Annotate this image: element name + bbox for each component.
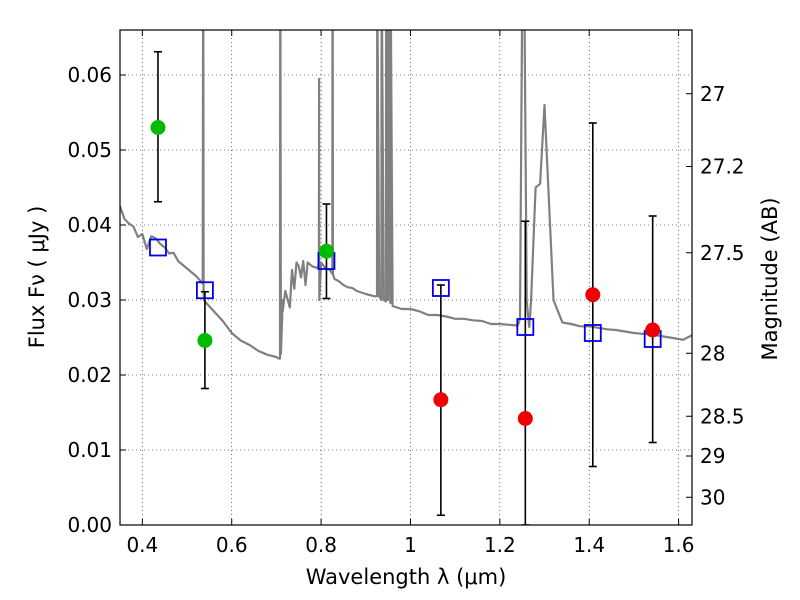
right-tick-label: 27.2 (700, 155, 745, 179)
grid (120, 30, 692, 525)
y-tick-label: 0.05 (67, 138, 112, 162)
spectrum-line (120, 30, 692, 360)
right-tick-label: 28 (700, 341, 725, 365)
y-axis-title: Flux Fν ( μJy ) (25, 206, 49, 349)
y-tick-label: 0.02 (67, 363, 112, 387)
right-tick-label: 27 (700, 82, 725, 106)
x-tick-label: 0.4 (126, 533, 158, 557)
y-axis-left: 0.00 0.01 0.02 0.03 0.04 0.05 0.06 (67, 63, 126, 537)
y-axis-right: 27 27.2 27.5 28 28.5 29 30 (686, 82, 745, 509)
y-tick-label: 0.04 (67, 213, 112, 237)
right-tick-label: 28.5 (700, 404, 745, 428)
x-tick-label: 1.2 (484, 533, 516, 557)
y-axis-right-title: Magnitude (AB) (758, 197, 782, 360)
x-axis-title: Wavelength λ (μm) (306, 565, 507, 589)
right-tick-label: 29 (700, 444, 725, 468)
y-tick-label: 0.06 (67, 63, 112, 87)
observed-point (585, 287, 601, 303)
plot-frame (119, 29, 693, 526)
observed-point (645, 322, 661, 338)
observed-point (318, 243, 334, 259)
y-tick-label: 0.03 (67, 288, 112, 312)
observed-point (197, 333, 213, 348)
model-photometry-point (431, 279, 450, 297)
marker-layer (149, 120, 662, 426)
x-tick-label: 1 (404, 533, 417, 557)
model-photometry-point (516, 318, 535, 336)
observed-point (517, 411, 533, 426)
observed-point (150, 120, 166, 135)
y-tick-label: 0.00 (67, 513, 112, 537)
model-photometry-point (149, 238, 167, 257)
model-photometry-point (583, 324, 602, 342)
right-tick-label: 27.5 (700, 241, 745, 265)
y-tick-label: 0.01 (67, 438, 112, 462)
errorbar-layer (153, 50, 657, 525)
spectrum-layer (120, 30, 692, 360)
right-tick-label: 30 (700, 485, 725, 509)
x-tick-label: 0.6 (216, 533, 248, 557)
x-axis: 0.4 0.6 0.8 1 1.2 1.4 1.6 (126, 30, 695, 557)
observed-point (433, 392, 449, 408)
x-tick-label: 1.6 (663, 533, 695, 557)
model-photometry-point (196, 281, 214, 300)
x-tick-label: 1.4 (573, 533, 605, 557)
x-tick-label: 0.8 (305, 533, 337, 557)
